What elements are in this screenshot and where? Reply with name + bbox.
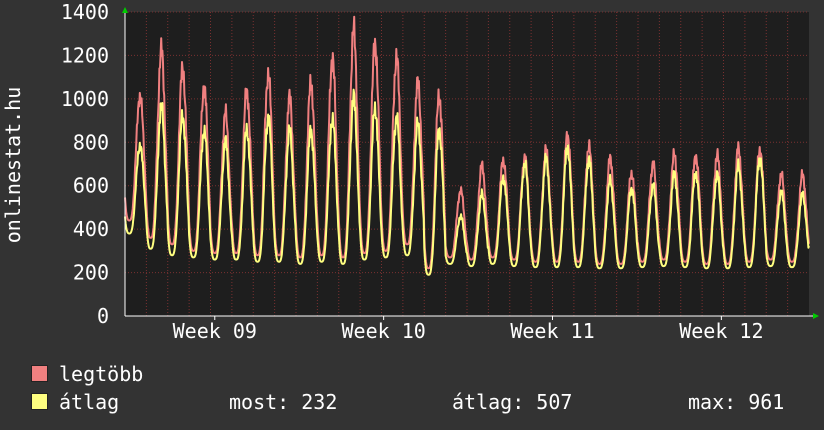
y-tick-label: 0	[97, 304, 109, 328]
x-tick-label: Week 12	[679, 319, 763, 343]
y-tick-label: 1000	[61, 87, 109, 111]
chart: 0 200 400 600 800 1000 1200 1400 Week 09 Week 10 W…	[1, 0, 819, 343]
y-tick-label: 1200	[61, 43, 109, 67]
stat-avg: átlag: 507	[452, 390, 573, 414]
tick-labels: 0 200 400 600 800 1000 1200 1400 Week 09 Week 10 W…	[61, 0, 764, 343]
y-tick-label: 400	[73, 217, 109, 241]
y-tick-label: 200	[73, 261, 109, 285]
x-tick-label: Week 10	[341, 319, 425, 343]
y-tick-label: 1400	[61, 0, 109, 24]
grid	[125, 11, 809, 316]
x-tick-label: Week 11	[510, 319, 594, 343]
legend-label-max: legtöbb	[59, 362, 144, 386]
legend-swatch-max	[31, 365, 48, 382]
y-tick-label: 600	[73, 174, 109, 198]
stat-now: most: 232	[229, 390, 338, 414]
y-axis-arrow	[122, 7, 128, 13]
stat-max: max: 961	[688, 390, 785, 414]
y-axis-label: onlinestat.hu	[1, 87, 25, 244]
legend-row-avg: átlag most: 232 átlag: 507 max: 961	[31, 390, 811, 414]
legend-label-avg: átlag	[59, 390, 120, 414]
series-layer	[124, 15, 810, 276]
x-axis-arrow	[813, 313, 819, 319]
axes	[122, 7, 819, 320]
x-tick-label: Week 09	[173, 319, 257, 343]
series-line-avg	[124, 88, 810, 276]
y-tick-label: 800	[73, 130, 109, 154]
legend-swatch-avg	[31, 393, 48, 410]
